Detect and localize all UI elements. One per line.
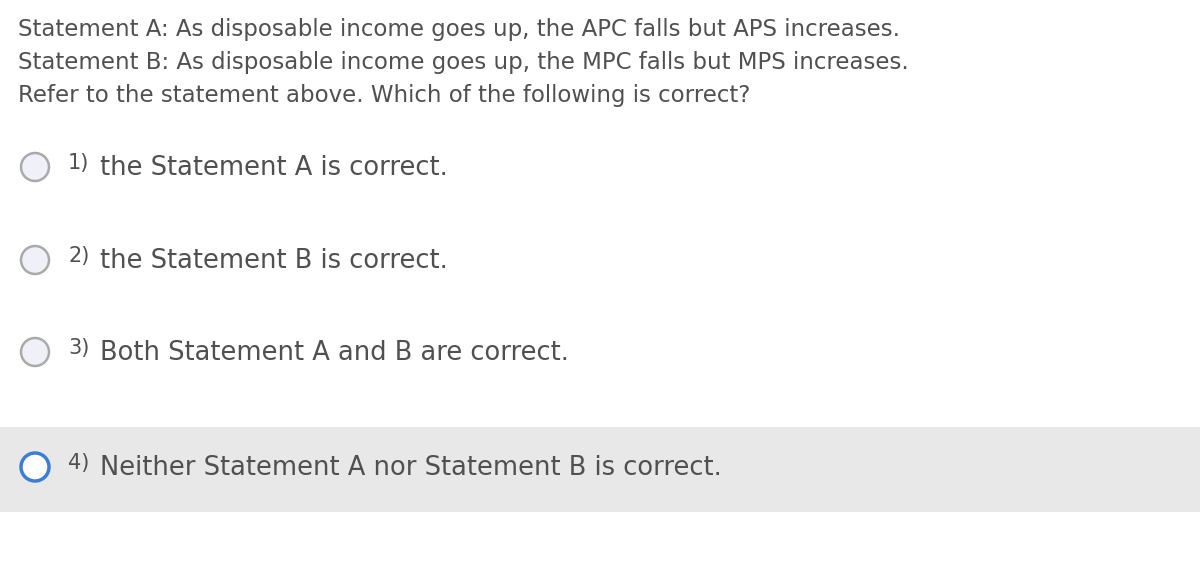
Text: the Statement A is correct.: the Statement A is correct. xyxy=(100,155,448,181)
Text: 4): 4) xyxy=(68,453,89,473)
Text: the Statement B is correct.: the Statement B is correct. xyxy=(100,248,448,274)
Text: 3): 3) xyxy=(68,338,89,358)
Text: Statement B: As disposable income goes up, the MPC falls but MPS increases.: Statement B: As disposable income goes u… xyxy=(18,51,908,74)
Circle shape xyxy=(22,453,49,481)
Text: Neither Statement A nor Statement B is correct.: Neither Statement A nor Statement B is c… xyxy=(100,455,721,481)
Text: Both Statement A and B are correct.: Both Statement A and B are correct. xyxy=(100,340,569,366)
Text: 2): 2) xyxy=(68,246,89,266)
Circle shape xyxy=(22,338,49,366)
Text: Statement A: As disposable income goes up, the APC falls but APS increases.: Statement A: As disposable income goes u… xyxy=(18,18,900,41)
Circle shape xyxy=(22,153,49,181)
FancyBboxPatch shape xyxy=(0,427,1200,512)
Circle shape xyxy=(22,246,49,274)
Text: Refer to the statement above. Which of the following is correct?: Refer to the statement above. Which of t… xyxy=(18,84,750,107)
Text: 1): 1) xyxy=(68,153,89,173)
